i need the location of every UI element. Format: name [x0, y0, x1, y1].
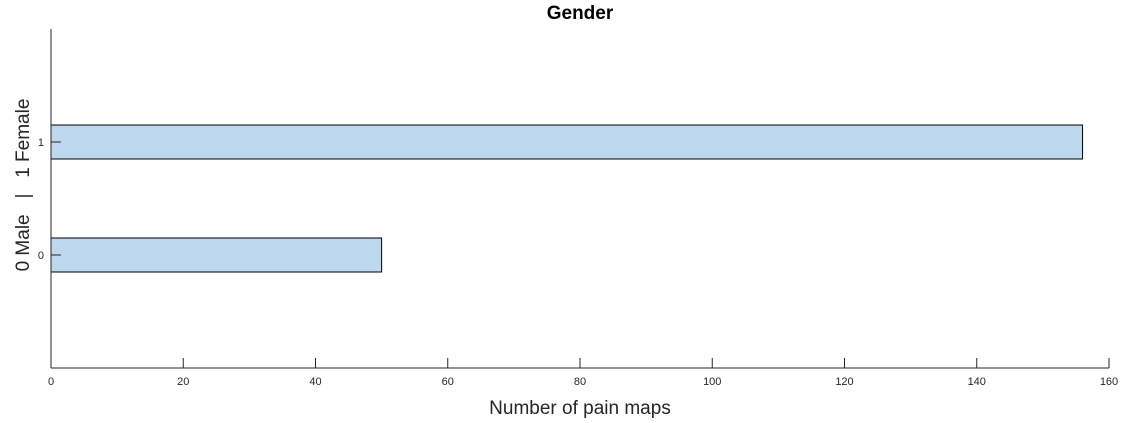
bars-group	[50, 124, 1084, 273]
x-tick-label-160: 160	[1100, 376, 1118, 388]
y-tick-label-0: 0	[38, 250, 44, 262]
bar-1	[50, 124, 1084, 160]
bar-0	[50, 237, 383, 273]
y-ticks-group: 01	[38, 137, 61, 262]
y-tick-label-1: 1	[38, 137, 44, 149]
x-tick-label-20: 20	[177, 376, 189, 388]
x-ticks-group: 0 20 40 60 80 100 120 140 160	[48, 358, 1118, 388]
x-tick-label-140: 140	[968, 376, 986, 388]
x-tick-label-60: 60	[442, 376, 454, 388]
x-tick-label-40: 40	[309, 376, 321, 388]
x-tick-label-120: 120	[835, 376, 853, 388]
x-tick-label-0: 0	[48, 376, 54, 388]
y-axis-label: 0 Male | 1 Female	[13, 99, 34, 272]
chart-title: Gender	[547, 3, 614, 24]
x-tick-label-100: 100	[703, 376, 721, 388]
x-tick-label-80: 80	[574, 376, 586, 388]
x-axis-label: Number of pain maps	[489, 398, 671, 419]
